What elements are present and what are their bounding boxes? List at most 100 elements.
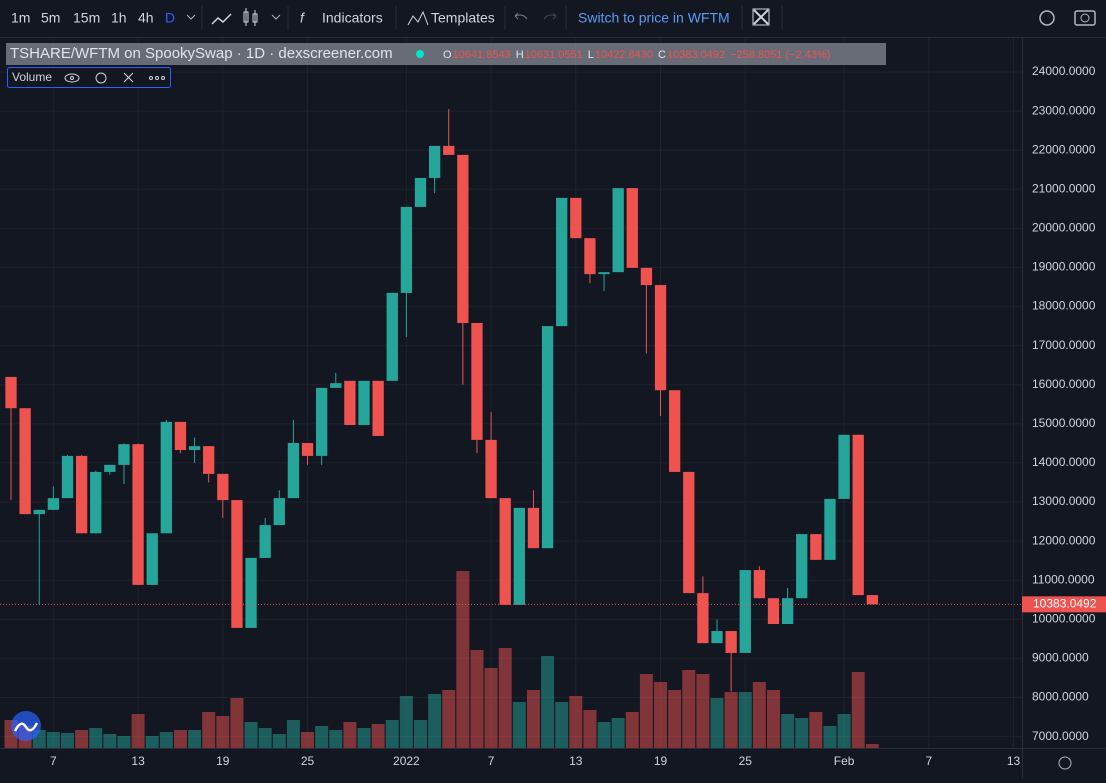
interval-button[interactable]: 1h bbox=[111, 10, 127, 26]
volume-bar bbox=[131, 714, 145, 748]
y-tick-label: 17000.0000 bbox=[1032, 338, 1096, 352]
volume-bar bbox=[428, 694, 442, 748]
candle-body bbox=[19, 408, 31, 515]
y-tick-label: 9000.0000 bbox=[1032, 651, 1089, 665]
candle-body bbox=[626, 188, 638, 268]
candle-body bbox=[810, 534, 822, 560]
y-tick-label: 24000.0000 bbox=[1032, 64, 1096, 78]
candle-icon[interactable] bbox=[243, 8, 258, 26]
interval-button[interactable]: 4h bbox=[138, 10, 154, 26]
axis-settings-icon[interactable] bbox=[1058, 756, 1072, 770]
candle-body bbox=[203, 446, 215, 474]
volume-bar bbox=[216, 716, 230, 748]
candle-body bbox=[132, 444, 144, 585]
volume-bar bbox=[541, 656, 555, 748]
redo-icon[interactable] bbox=[543, 12, 557, 20]
templates-button[interactable]: Templates bbox=[431, 10, 495, 26]
candle-body bbox=[796, 534, 808, 599]
y-tick-label: 14000.0000 bbox=[1032, 455, 1096, 469]
candle-body bbox=[316, 387, 328, 456]
change-value: −258.8051 (−2.43%) bbox=[730, 49, 830, 61]
camera-icon[interactable] bbox=[1074, 10, 1096, 26]
candle-body bbox=[33, 509, 45, 515]
volume-bar bbox=[301, 732, 315, 748]
x-tick-label: 13 bbox=[131, 754, 145, 768]
volume-bar bbox=[752, 682, 766, 748]
volume-bar bbox=[682, 670, 696, 748]
x-tick-label: 7 bbox=[925, 754, 932, 768]
x-tick-label: 7 bbox=[488, 754, 495, 768]
y-tick-label: 18000.0000 bbox=[1032, 299, 1096, 313]
interval-button[interactable]: 5m bbox=[41, 10, 60, 26]
candle-body bbox=[781, 598, 794, 624]
candle-body bbox=[428, 145, 441, 178]
candle-body bbox=[443, 145, 455, 155]
candle-body bbox=[90, 471, 102, 534]
camera-lens bbox=[1080, 13, 1090, 23]
candle-body bbox=[457, 154, 469, 323]
y-tick-label: 23000.0000 bbox=[1032, 103, 1096, 117]
ohlc-key: O bbox=[443, 49, 452, 61]
line-icon[interactable] bbox=[211, 13, 232, 25]
x-tick-label: 13 bbox=[1007, 754, 1021, 768]
legend-title: TSHARE/WFTM on SpookySwap · 1D · dexscre… bbox=[10, 45, 393, 62]
y-tick-label: 8000.0000 bbox=[1032, 690, 1089, 704]
volume-bar bbox=[258, 728, 272, 748]
candle-body bbox=[499, 498, 511, 605]
volume-bar bbox=[456, 571, 470, 748]
volume-bar bbox=[710, 698, 724, 748]
volume-bar bbox=[597, 722, 611, 748]
volume-controls[interactable] bbox=[64, 72, 165, 84]
settings-icon[interactable] bbox=[1039, 10, 1055, 26]
volume-bar bbox=[399, 696, 413, 748]
volume-bar bbox=[498, 648, 512, 748]
candle-body bbox=[160, 421, 172, 534]
fullscreen-icon[interactable] bbox=[752, 8, 770, 26]
x-tick-label: 19 bbox=[216, 754, 230, 768]
volume-bar bbox=[668, 690, 682, 748]
ohlc-value: 10641.8543 bbox=[453, 49, 511, 61]
switch-button[interactable]: Switch to price in WFTM bbox=[578, 10, 730, 26]
volume-bar bbox=[766, 690, 780, 748]
candle-body bbox=[75, 455, 88, 534]
y-tick-label: 15000.0000 bbox=[1032, 416, 1096, 430]
candle-body bbox=[174, 421, 187, 451]
candle-body bbox=[654, 285, 667, 391]
candle-body bbox=[188, 446, 201, 451]
last-price-label: 10383.0492 bbox=[1033, 597, 1097, 611]
templates-icon[interactable] bbox=[407, 10, 429, 26]
interval-button[interactable]: 15m bbox=[73, 10, 100, 26]
y-tick-label: 12000.0000 bbox=[1032, 533, 1096, 547]
candle-body bbox=[245, 557, 257, 628]
volume-bar bbox=[442, 690, 456, 748]
candle-body bbox=[414, 177, 427, 207]
y-tick-label: 20000.0000 bbox=[1032, 221, 1096, 235]
undo-icon[interactable] bbox=[514, 12, 528, 20]
ohlc-value: 10631.0551 bbox=[525, 49, 583, 61]
volume-bar bbox=[315, 726, 329, 748]
x-tick-label: Feb bbox=[834, 754, 855, 768]
indicators-button[interactable]: Indicators bbox=[322, 10, 383, 26]
candle-body bbox=[273, 498, 285, 526]
candle-body bbox=[372, 380, 384, 436]
x-tick-label: 13 bbox=[569, 754, 583, 768]
fx-icon[interactable]: f bbox=[300, 10, 306, 26]
volume-bar bbox=[512, 702, 526, 748]
volume-bar bbox=[329, 730, 343, 748]
candle-body bbox=[866, 595, 878, 605]
ohlc: O 10641.8543 H 10631.0551 L 10422.8430 C 10383.… bbox=[443, 49, 830, 61]
candle-body bbox=[838, 434, 850, 499]
volume-bar bbox=[89, 728, 103, 748]
volume-bar bbox=[837, 714, 851, 748]
candle-body bbox=[640, 267, 653, 286]
interval-button[interactable]: D bbox=[165, 10, 175, 26]
dropdown-icon[interactable] bbox=[271, 14, 281, 20]
logo-wave bbox=[13, 722, 39, 732]
candle-body bbox=[330, 383, 342, 388]
volume-bar bbox=[865, 744, 879, 748]
interval-button[interactable]: 1m bbox=[11, 10, 30, 26]
candle-body bbox=[725, 631, 737, 653]
candle-body bbox=[852, 434, 864, 596]
dropdown-icon[interactable] bbox=[186, 14, 196, 20]
